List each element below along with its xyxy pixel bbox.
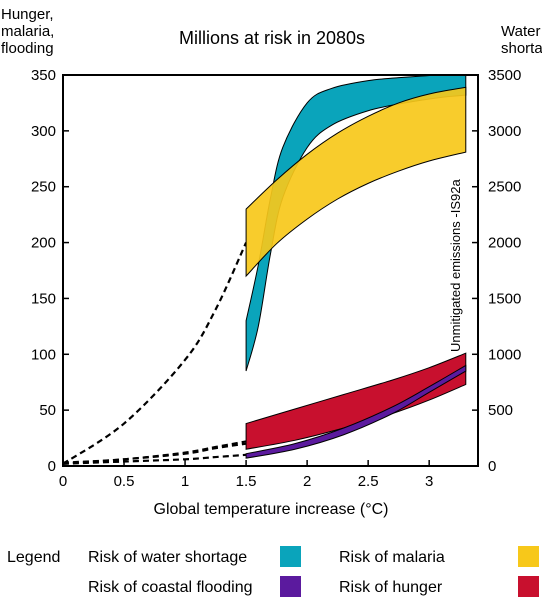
y-left-tick-label: 300 (31, 123, 56, 140)
left-axis-title-line-3: flooding (1, 40, 54, 57)
band-coastal-flooding (245, 364, 467, 459)
legend-swatch-malaria (518, 546, 539, 567)
legend-item-hunger: Risk of hunger (339, 576, 539, 597)
y-left-tick-label: 50 (39, 402, 56, 419)
chart-title: Millions at risk in 2080s (179, 28, 365, 48)
y-right-tick-label: 2500 (488, 179, 521, 196)
x-tick-label: 1 (181, 473, 189, 490)
x-tick-label: 1.5 (236, 473, 257, 490)
x-tick-label: 2 (303, 473, 311, 490)
legend-item-malaria: Risk of malaria (339, 546, 539, 567)
y-right-tick-label: 1000 (488, 346, 521, 363)
left-axis-title-line-2: malaria, (1, 23, 54, 40)
legend-label-coastal-flooding: Risk of coastal flooding (88, 579, 253, 596)
y-right-tick-label: 3500 (488, 67, 521, 84)
y-right-tick-label: 3000 (488, 123, 521, 140)
y-left-tick-label: 100 (31, 346, 56, 363)
projection-line-water-shortage (62, 242, 248, 465)
x-tick-label: 0 (59, 473, 67, 490)
x-tick-label: 0.5 (114, 473, 135, 490)
right-axis-title-line-1: Water (501, 23, 540, 40)
legend-label-water-shortage: Risk of water shortage (88, 549, 247, 566)
legend: Legend Risk of water shortage Risk of ma… (7, 546, 539, 597)
y-left-tick-label: 200 (31, 235, 56, 252)
x-tick-label: 2.5 (358, 473, 379, 490)
y-left-tick-label: 350 (31, 67, 56, 84)
legend-item-coastal-flooding: Risk of coastal flooding (88, 576, 301, 597)
left-axis-title: Hunger, malaria, flooding (1, 6, 59, 57)
legend-label-hunger: Risk of hunger (339, 579, 443, 596)
series-layer (62, 74, 467, 465)
x-axis-title: Global temperature increase (°C) (154, 501, 389, 518)
legend-swatch-hunger (518, 576, 539, 597)
x-tick-label: 3 (425, 473, 433, 490)
legend-title: Legend (7, 549, 60, 566)
legend-label-malaria: Risk of malaria (339, 549, 445, 566)
projection-line-coastal-flooding (62, 453, 247, 465)
y-right-tick-label: 0 (488, 458, 496, 475)
y-left-tick-label: 150 (31, 290, 56, 307)
y-left-tick-label: 250 (31, 179, 56, 196)
left-axis-title-line-1: Hunger, (1, 6, 54, 23)
legend-swatch-water-shortage (280, 546, 301, 567)
band-malaria (245, 86, 467, 278)
y-right-tick-label: 500 (488, 402, 513, 419)
legend-item-water-shortage: Risk of water shortage (88, 546, 301, 567)
projection-line-hunger (62, 440, 247, 464)
emissions-annotation: Unmitigated emissions -IS92a (448, 179, 463, 352)
band-hunger (245, 352, 467, 450)
right-axis-title-line-2: shortage (501, 40, 542, 57)
right-axis-title: Water shortage (501, 23, 542, 57)
y-right-tick-label: 1500 (488, 290, 521, 307)
y-right-tick-label: 2000 (488, 235, 521, 252)
tick-layer: 0 0.5 1 1.5 2 2.5 3050100150200250300350050010… (31, 67, 521, 490)
legend-swatch-coastal-flooding (280, 576, 301, 597)
plot-frame (62, 74, 479, 467)
y-left-tick-label: 0 (48, 458, 56, 475)
